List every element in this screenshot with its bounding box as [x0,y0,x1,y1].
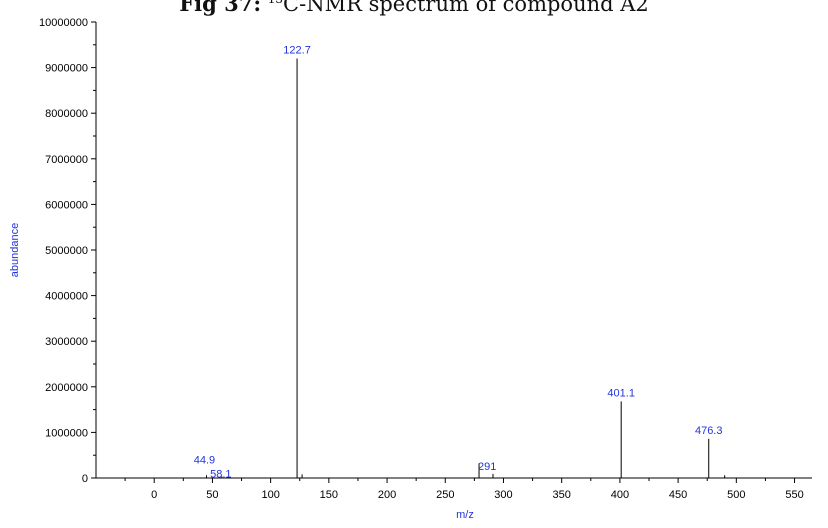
y-tick-label: 7000000 [45,154,88,166]
caption-label: Fig 37: [179,0,262,16]
x-axis-title: m/z [456,509,474,521]
figure-caption: Fig 37: 13C-NMR spectrum of compound A2 [0,0,828,16]
peak-label: 122.7 [283,44,311,56]
x-tick-label: 350 [553,489,571,501]
peak-labels: 44.9 58.1 122.7 291 401.1 476.3 [194,44,723,480]
x-tick-labels: 0 50 100 150 200 250 300 350 400 450 500 550 [151,489,804,501]
y-tick-label: 8000000 [45,108,88,120]
caption-superscript: 13 [268,0,283,6]
x-tick-label: 50 [206,489,218,501]
peaks [205,58,726,478]
x-tick-label: 200 [378,489,396,501]
y-tick-label: 6000000 [45,199,88,211]
peak-label: 44.9 [194,454,215,466]
y-tick-label: 4000000 [45,291,88,303]
peak-label: 476.3 [695,425,723,437]
y-tick-label: 0 [82,473,88,485]
x-tick-label: 150 [320,489,338,501]
y-tick-label: 10000000 [39,17,88,29]
x-tick-label: 550 [785,489,803,501]
y-tick-label: 5000000 [45,245,88,257]
x-tick-label: 0 [151,489,157,501]
tick-marks [91,21,796,483]
x-tick-label: 500 [727,489,745,501]
x-tick-label: 100 [261,489,279,501]
x-tick-label: 450 [669,489,687,501]
y-axis-title: abundance [9,223,21,277]
x-tick-label: 250 [436,489,454,501]
y-tick-label: 3000000 [45,336,88,348]
y-tick-label: 2000000 [45,382,88,394]
y-tick-label: 1000000 [45,427,88,439]
y-tick-label: 9000000 [45,63,88,75]
caption-text: C-NMR spectrum of compound A2 [283,0,649,16]
axes [95,22,812,479]
y-tick-labels: 0 1000000 2000000 3000000 4000000 5000000 6000… [39,17,88,485]
peak-label: 291 [478,461,496,473]
peak-label: 401.1 [607,387,635,399]
peak-label: 58.1 [210,469,231,481]
x-tick-label: 300 [494,489,512,501]
x-tick-label: 400 [611,489,629,501]
